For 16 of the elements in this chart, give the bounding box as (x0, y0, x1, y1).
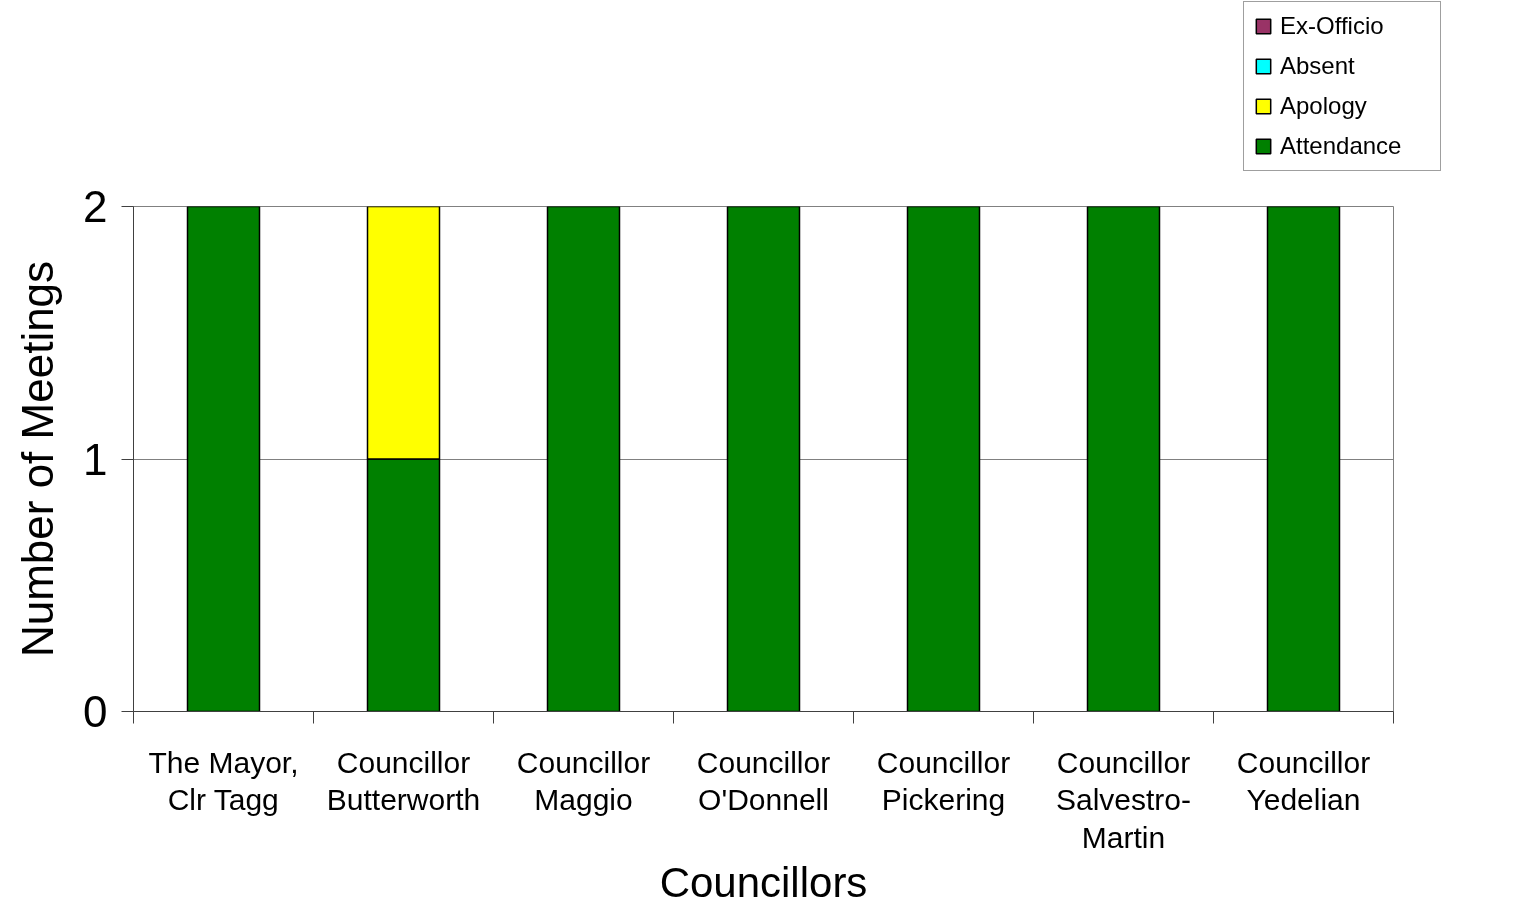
x-tick-label: Councillor Maggio (516, 745, 651, 817)
y-tick-label: 2 (83, 182, 108, 231)
y-tick-label: 0 (83, 687, 108, 736)
x-axis-title: Councillors (659, 859, 868, 907)
x-tick-label: Councillor O'Donnell (696, 745, 831, 817)
legend-label: Apology (1280, 92, 1368, 120)
x-tick-label: Councillor Butterworth (326, 745, 481, 817)
legend-label: Ex-Officio (1280, 12, 1385, 40)
legend-label: Absent (1280, 52, 1356, 80)
x-tick-label: The Mayor, Clr Tagg (148, 745, 299, 817)
y-axis-title: Number of Meetings (13, 260, 63, 658)
x-tick-label: Councillor Yedelian (1236, 745, 1371, 817)
x-tick-label: Councillor Pickering (876, 745, 1011, 817)
x-tick-label: Councillor Salvestro-Martin (1055, 745, 1192, 855)
legend-label: Attendance (1280, 132, 1403, 160)
y-tick-label: 1 (83, 434, 108, 484)
